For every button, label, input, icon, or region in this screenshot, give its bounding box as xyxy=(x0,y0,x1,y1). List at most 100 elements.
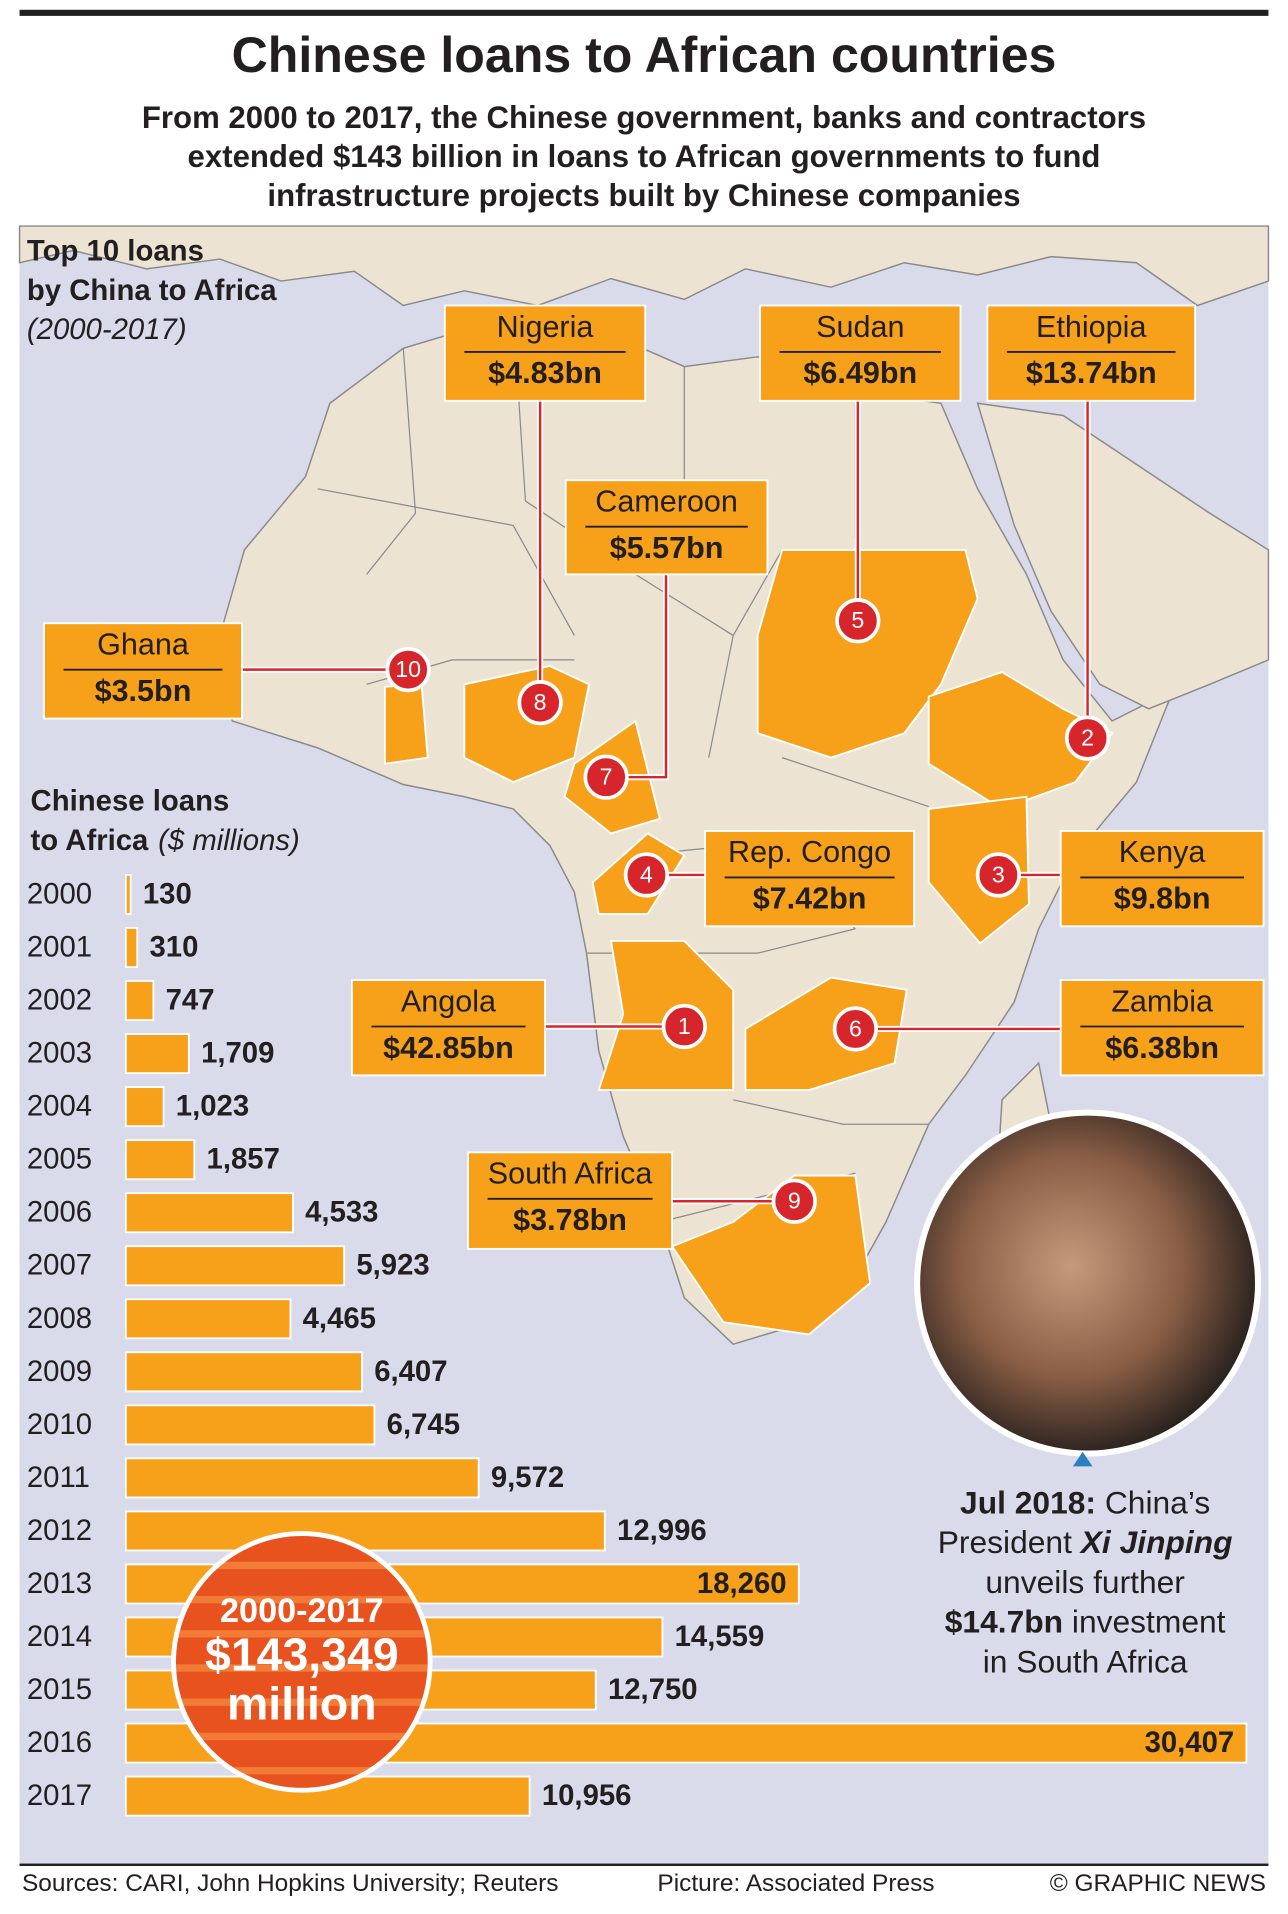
country-name: Rep. Congo xyxy=(728,835,891,869)
value-label: 1,023 xyxy=(176,1090,249,1123)
photo xyxy=(914,1109,1262,1467)
caption-text: Xi Jinping xyxy=(1079,1525,1233,1561)
value-label: 747 xyxy=(166,984,215,1017)
y-tick-label: 2003 xyxy=(27,1037,92,1070)
loan-box xyxy=(467,1151,674,1250)
bar xyxy=(124,1404,376,1446)
subtitle: infrastructure projects built by Chinese… xyxy=(267,178,1020,213)
top-loans-period: (2000-2017) xyxy=(27,313,187,346)
value-label: 6,407 xyxy=(374,1355,447,1388)
country-name: Sudan xyxy=(816,310,904,344)
caption-text: investment xyxy=(1063,1604,1226,1640)
y-tick-label: 2004 xyxy=(27,1090,92,1123)
rank-number: 6 xyxy=(849,1015,862,1041)
caption-text: Jul 2018: xyxy=(960,1485,1096,1521)
loan-box xyxy=(1059,979,1265,1077)
loan-amount: $13.74bn xyxy=(1026,356,1157,390)
loan-box xyxy=(704,830,915,928)
country-name: Cameroon xyxy=(595,485,738,519)
y-tick-label: 2000 xyxy=(27,877,92,910)
value-label: 10,956 xyxy=(542,1779,632,1812)
rank-pin xyxy=(1064,715,1111,761)
y-tick-label: 2009 xyxy=(27,1355,92,1388)
loan-box xyxy=(43,622,243,720)
y-tick-label: 2014 xyxy=(27,1620,92,1653)
rank-pin xyxy=(623,852,670,898)
loan-amount: $4.83bn xyxy=(488,356,602,390)
footer-rule xyxy=(19,1863,1269,1866)
rank-number: 4 xyxy=(640,861,653,887)
rank-pin xyxy=(661,1003,707,1050)
loan-box xyxy=(986,304,1197,402)
subtitle: From 2000 to 2017, the Chinese governmen… xyxy=(142,100,1146,135)
rank-number: 5 xyxy=(851,607,864,633)
total-badge: 2000-2017 $143,349 million xyxy=(171,1531,433,1793)
country-name: Ethiopia xyxy=(1036,310,1146,344)
rank-pin xyxy=(835,598,881,644)
value-label: 12,750 xyxy=(608,1673,698,1706)
bar xyxy=(124,1510,606,1552)
bar xyxy=(124,1192,294,1234)
loan-box xyxy=(1059,830,1265,928)
chart-unit: ($ millions) xyxy=(158,824,300,857)
chart-title: to Africa ($ millions) xyxy=(31,824,300,857)
value-label: 30,407 xyxy=(1145,1726,1235,1759)
chart-title: Chinese loans xyxy=(31,785,230,818)
rank-number: 1 xyxy=(678,1013,691,1039)
value-label: 130 xyxy=(143,877,192,910)
credit: © GRAPHIC NEWS xyxy=(1050,1870,1266,1897)
value-label: 6,745 xyxy=(387,1408,460,1441)
top-loans-title: Top 10 loans xyxy=(27,235,204,268)
y-tick-label: 2015 xyxy=(27,1673,92,1706)
bar xyxy=(124,1139,196,1181)
sources: Sources: CARI, John Hopkins University; … xyxy=(22,1870,558,1897)
y-tick-label: 2002 xyxy=(27,984,92,1017)
rank-pin xyxy=(583,754,629,800)
loan-amount: $6.38bn xyxy=(1105,1031,1219,1065)
rank-pin xyxy=(832,1006,879,1052)
loan-box xyxy=(759,304,962,402)
value-label: 5,923 xyxy=(356,1249,429,1282)
value-label: 4,465 xyxy=(303,1302,376,1335)
caption-text: China’s xyxy=(1096,1485,1210,1521)
chart-title: to Africa xyxy=(31,824,150,857)
bar-chart: 2000 130 2001 310 2002 747 2003 1,709 2004 1,023 2… xyxy=(27,874,1248,1817)
bar xyxy=(124,874,132,915)
picture-credit: Picture: Associated Press xyxy=(657,1870,934,1897)
y-tick-label: 2007 xyxy=(27,1249,92,1282)
value-label: 4,533 xyxy=(305,1196,378,1229)
total-amount: $143,349 xyxy=(205,1629,399,1681)
value-label: 14,559 xyxy=(675,1620,765,1653)
bar xyxy=(124,1351,363,1393)
country-name: Ghana xyxy=(97,628,189,662)
country-name: Nigeria xyxy=(497,310,594,344)
total-period: 2000-2017 xyxy=(220,1592,384,1630)
rank-number: 3 xyxy=(992,861,1005,887)
bar xyxy=(124,1086,165,1128)
top-loans: Angola $42.85bn 1 Ethiopia $13.74bn 2 Kenya $9.… xyxy=(43,304,1265,1250)
top-rule xyxy=(19,9,1269,16)
caption-text: in South Africa xyxy=(983,1644,1188,1680)
bar xyxy=(124,1245,346,1287)
country-name: South Africa xyxy=(488,1157,653,1191)
caption-text: President xyxy=(938,1525,1081,1561)
loan-amount: $42.85bn xyxy=(383,1031,514,1065)
rank-pin xyxy=(975,852,1021,898)
y-tick-label: 2010 xyxy=(27,1408,92,1441)
loan-amount: $9.8bn xyxy=(1114,882,1211,916)
value-label: 1,709 xyxy=(201,1037,274,1070)
photo-caption: Jul 2018: China’s President Xi Jinping unv… xyxy=(938,1485,1233,1680)
bar xyxy=(124,1457,480,1499)
value-label: 18,260 xyxy=(697,1567,787,1600)
y-tick-label: 2006 xyxy=(27,1196,92,1229)
loan-amount: $5.57bn xyxy=(610,531,724,565)
photo-pointer xyxy=(1072,1451,1093,1467)
total-unit: million xyxy=(227,1677,377,1729)
bar xyxy=(124,1033,190,1075)
y-tick-label: 2012 xyxy=(27,1514,92,1547)
country-name: Zambia xyxy=(1111,984,1213,1018)
y-tick-label: 2017 xyxy=(27,1779,92,1812)
bar xyxy=(124,927,139,969)
rank-number: 8 xyxy=(534,689,547,715)
